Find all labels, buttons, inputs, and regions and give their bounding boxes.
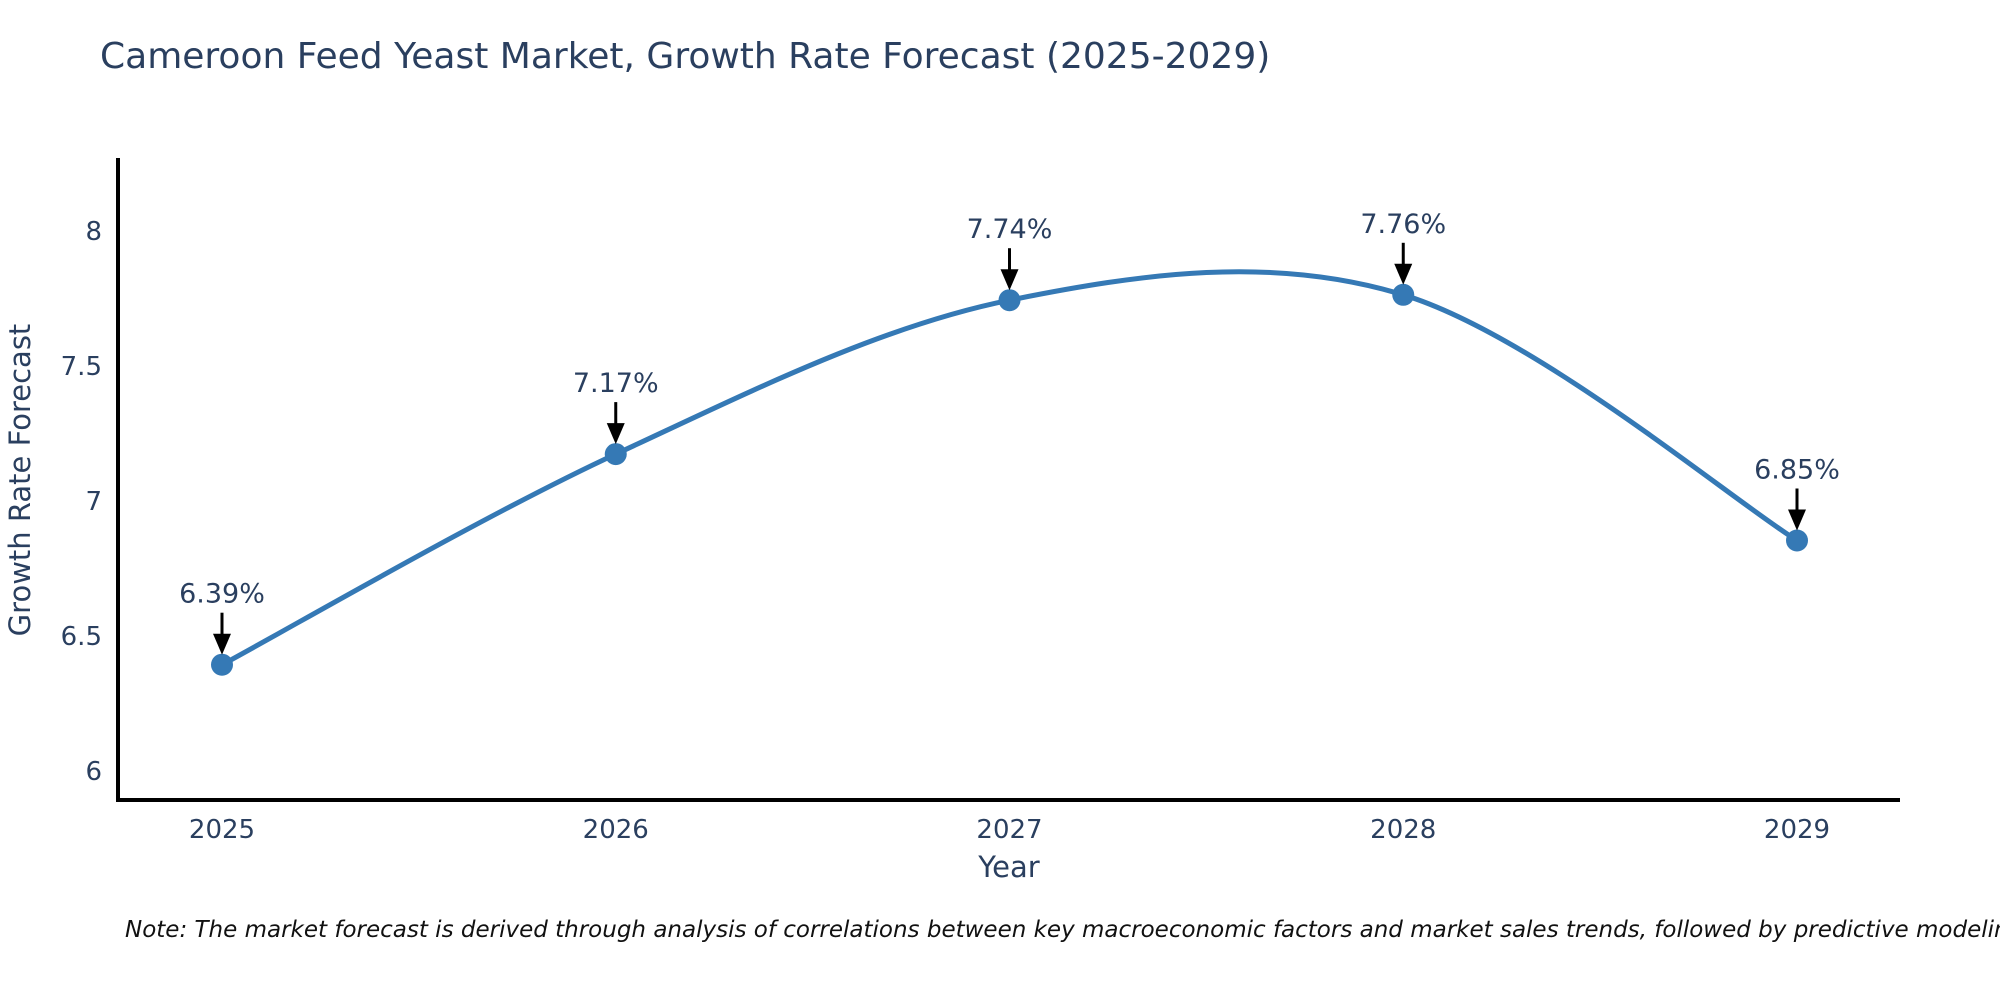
annotation-arrowhead-icon (1394, 263, 1413, 285)
y-tick-label: 7.5 (61, 352, 102, 382)
point-annotations: 6.39% 7.17% 7.74% 7.76% 6.85% (179, 209, 1840, 655)
data-point-marker (1392, 283, 1415, 306)
annotation-arrowhead-icon (1000, 269, 1019, 291)
line-series (211, 269, 1808, 676)
y-axis-tick-labels: 6 6.5 7 7.5 8 (61, 217, 102, 787)
x-tick-label: 2028 (1370, 815, 1436, 845)
y-tick-label: 6 (85, 757, 102, 787)
trend-line (219, 269, 1800, 668)
x-tick-label: 2025 (189, 815, 255, 845)
annotation-arrowhead-icon (606, 423, 625, 445)
annotation-arrowhead-icon (1788, 509, 1806, 531)
x-tick-label: 2026 (583, 815, 649, 845)
point-value-label: 6.39% (179, 579, 265, 610)
x-axis-tick-labels: 2025 2026 2027 2028 2029 (189, 815, 1830, 845)
data-point-marker (998, 289, 1021, 312)
chart-footnote: Note: The market forecast is derived thr… (125, 917, 2000, 943)
point-value-label: 7.17% (573, 368, 659, 399)
y-axis-title: Growth Rate Forecast (3, 324, 37, 637)
data-point-marker (211, 653, 233, 676)
data-point-marker (1786, 529, 1808, 552)
y-tick-label: 6.5 (61, 622, 102, 652)
data-point-marker (604, 443, 627, 466)
x-tick-label: 2029 (1764, 815, 1830, 845)
axes (116, 158, 1900, 802)
annotation-arrowhead-icon (213, 633, 231, 655)
point-value-label: 7.74% (967, 214, 1053, 245)
point-value-label: 6.85% (1754, 455, 1840, 486)
y-tick-label: 7 (85, 487, 102, 517)
chart-title: Cameroon Feed Yeast Market, Growth Rate … (100, 36, 1270, 77)
x-tick-label: 2027 (976, 815, 1042, 845)
point-value-label: 7.76% (1360, 209, 1446, 240)
y-tick-label: 8 (85, 217, 102, 247)
x-axis-title: Year (977, 850, 1039, 884)
